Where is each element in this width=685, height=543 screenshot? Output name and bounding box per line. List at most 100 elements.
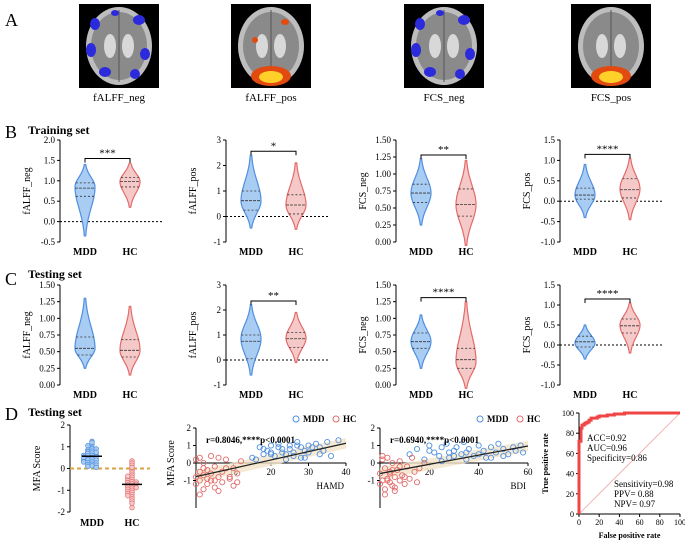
data-point-hc xyxy=(222,465,230,472)
brain-ventricle xyxy=(429,34,441,58)
data-point-mdd xyxy=(453,444,460,451)
bdi-scatter-chart: -1 0 1 2 20 40 60 BDI r=0.6940,****p<0.0001 MDD HC xyxy=(368,414,541,508)
data-point-hc xyxy=(391,473,398,481)
y-tick-label: 0 xyxy=(187,458,192,468)
y-tick-label: 0.0 xyxy=(544,196,556,206)
brain-ventricle xyxy=(596,34,608,58)
y-tick-label: 1.25 xyxy=(39,297,55,307)
y-tick-label: 0.50 xyxy=(375,347,391,357)
y-tick-label: 1.0 xyxy=(44,176,56,186)
data-point-mdd xyxy=(286,442,293,449)
data-point-hc xyxy=(204,466,211,474)
data-point-hc xyxy=(204,480,211,488)
data-point-mdd xyxy=(324,438,331,446)
significance-bracket xyxy=(250,300,297,305)
x-category-label: MDD xyxy=(239,247,263,258)
roc-npv: NPV= 0.97 xyxy=(614,499,656,509)
brain-map-fcs-pos: FCS_pos xyxy=(571,4,651,104)
data-point-mdd xyxy=(480,447,487,454)
y-tick-label: 0.25 xyxy=(375,220,391,230)
roc-auc: AUC=0.96 xyxy=(587,443,627,453)
data-point-mdd xyxy=(460,438,467,446)
y-tick-label: 0.25 xyxy=(375,363,391,373)
y-tick-label: 20 xyxy=(566,490,574,499)
data-point-mdd xyxy=(301,447,308,454)
y-tick-label: 0.00 xyxy=(39,380,55,390)
blue-cluster xyxy=(415,18,425,30)
data-point-mdd xyxy=(85,463,91,469)
data-point-hc xyxy=(129,500,135,506)
red-cluster xyxy=(252,37,258,43)
data-point-hc xyxy=(125,473,131,479)
violin-chart-b-falff-neg: -0.5 0.0 0.5 1.0 1.5 2.0 fALFF_neg MDD HC *** xyxy=(22,135,162,258)
data-point-mdd xyxy=(297,444,305,451)
data-point-hc xyxy=(196,477,203,484)
violin-mdd xyxy=(410,158,432,226)
x-tick-label: 40 xyxy=(342,467,352,477)
data-point-mdd xyxy=(443,440,450,447)
data-point-hc xyxy=(406,475,413,482)
data-point-hc xyxy=(207,452,215,460)
data-point-mdd xyxy=(450,452,458,460)
data-point-hc xyxy=(384,454,391,461)
y-tick-label: -1 xyxy=(214,237,222,247)
y-tick-label: -0.5 xyxy=(541,360,556,370)
data-point-mdd xyxy=(297,454,305,461)
y-tick-label: 40 xyxy=(566,470,574,479)
data-point-mdd xyxy=(305,442,312,449)
correlation-stat: r=0.6940,****p<0.0001 xyxy=(390,435,480,445)
data-point-mdd xyxy=(431,449,438,456)
x-tick-label: 20 xyxy=(267,467,277,477)
data-point-mdd xyxy=(279,445,286,453)
data-point-hc xyxy=(215,473,222,481)
significance-stars: *** xyxy=(99,147,116,159)
legend-marker-mdd xyxy=(292,415,300,423)
y-tick-label: 1.50 xyxy=(375,135,391,145)
row-title-testing-c: Testing set xyxy=(28,267,82,281)
y-tick-label: 100 xyxy=(562,409,574,418)
data-point-hc xyxy=(234,479,241,486)
data-point-hc xyxy=(200,459,207,467)
violin-hc xyxy=(455,159,477,246)
legend-marker-mdd xyxy=(476,415,484,423)
data-point-mdd xyxy=(426,447,433,454)
x-tick-label: 60 xyxy=(636,518,644,527)
data-point-hc xyxy=(391,487,398,495)
y-axis-title: FCS_neg xyxy=(358,316,369,353)
y-tick-label: 0.5 xyxy=(544,176,556,186)
legend-label-mdd: MDD xyxy=(487,414,509,424)
brain-map-label: FCS_neg xyxy=(424,92,465,104)
y-tick-label: 2.0 xyxy=(44,135,56,145)
data-point-mdd xyxy=(89,439,95,446)
y-axis-title: MFA Score xyxy=(32,445,43,491)
y-tick-label: 0 xyxy=(570,510,574,519)
data-point-mdd xyxy=(500,452,507,460)
data-point-hc xyxy=(379,452,386,460)
x-tick-label: 40 xyxy=(615,518,623,527)
data-point-hc xyxy=(129,505,135,511)
data-point-hc xyxy=(211,484,218,491)
violin-chart-b-falff-pos: -1 0 1 2 3 fALFF_pos MDD HC * xyxy=(188,135,328,258)
x-axis-title: HAMD xyxy=(316,481,344,491)
x-axis-title: False positive rate xyxy=(599,531,661,540)
data-point-mdd xyxy=(316,444,323,451)
y-tick-label: 1 xyxy=(371,441,376,451)
x-category-label: HC xyxy=(289,247,304,258)
significance-stars: **** xyxy=(597,288,619,300)
x-tick-label: 30 xyxy=(304,467,314,477)
y-tick-label: 0.00 xyxy=(375,380,391,390)
data-point-mdd xyxy=(487,444,495,451)
blue-cluster xyxy=(455,69,465,79)
data-point-mdd xyxy=(294,442,301,449)
correlation-stat: r=0.8046,****p<0.0001 xyxy=(206,435,296,445)
data-point-hc xyxy=(401,473,408,481)
x-category-label: HC xyxy=(123,390,138,401)
y-tick-label: 3 xyxy=(217,280,222,290)
significance-bracket xyxy=(584,153,631,159)
y-tick-label: -1 xyxy=(214,380,222,390)
data-point-hc xyxy=(230,482,237,489)
violin-chart-c-falff-neg: 0.00 0.25 0.50 0.75 1.00 1.25 1.50 fALFF_neg MDD… xyxy=(22,280,141,401)
significance-bracket xyxy=(420,154,467,160)
blue-cluster xyxy=(436,10,444,16)
